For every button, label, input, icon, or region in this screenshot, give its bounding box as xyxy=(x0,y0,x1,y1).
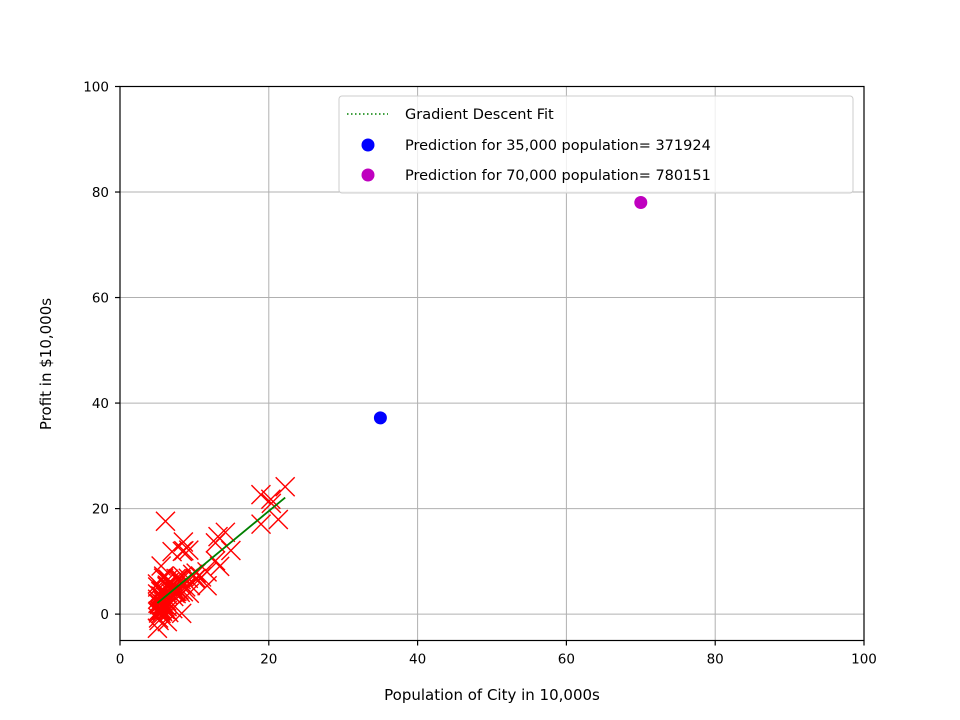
training-point xyxy=(152,594,173,615)
training-point xyxy=(151,603,172,624)
legend-pred70-swatch xyxy=(361,168,375,182)
x-tick-label: 20 xyxy=(260,652,277,668)
y-tick-label: 80 xyxy=(92,185,109,201)
training-point xyxy=(158,575,179,596)
y-axis-label: Profit in $10,000s xyxy=(37,298,55,430)
training-point xyxy=(205,550,226,571)
x-tick-label: 40 xyxy=(409,652,426,668)
training-point xyxy=(261,493,282,514)
training-point xyxy=(209,556,230,577)
training-point xyxy=(250,484,271,505)
training-points-layer xyxy=(147,476,296,639)
fit-line-layer xyxy=(156,496,286,604)
legend: Gradient Descent Fit Prediction for 35,0… xyxy=(338,95,854,194)
x-axis-ticks: 0 20 40 60 80 100 xyxy=(116,640,877,668)
plot-frame xyxy=(119,85,865,642)
y-tick-label: 60 xyxy=(92,291,109,307)
training-point xyxy=(178,540,199,561)
prediction-point xyxy=(634,195,648,209)
x-tick-label: 60 xyxy=(558,652,575,668)
training-point xyxy=(166,581,187,602)
training-point xyxy=(171,603,192,624)
x-tick-label: 0 xyxy=(116,652,125,668)
fit-line xyxy=(156,496,286,604)
training-point xyxy=(150,600,171,621)
prediction-point xyxy=(373,411,387,425)
y-tick-label: 20 xyxy=(92,502,109,518)
y-tick-label: 40 xyxy=(92,396,109,412)
prediction-points-layer xyxy=(373,195,648,425)
y-tick-label: 0 xyxy=(100,607,109,623)
legend-box xyxy=(338,95,854,194)
legend-fit-label: Gradient Descent Fit xyxy=(405,107,554,123)
y-axis-ticks: 0 20 40 60 80 100 xyxy=(83,80,120,623)
x-tick-label: 80 xyxy=(707,652,724,668)
training-point xyxy=(153,566,174,587)
training-point xyxy=(260,489,281,510)
training-point xyxy=(173,540,194,561)
x-axis-label: Population of City in 10,000s xyxy=(384,686,600,704)
x-tick-label: 100 xyxy=(851,652,877,668)
training-point xyxy=(251,514,272,535)
training-point xyxy=(149,593,170,614)
legend-pred35-label: Prediction for 35,000 population= 371924 xyxy=(405,138,711,154)
training-point xyxy=(147,618,168,639)
training-point xyxy=(173,581,194,602)
legend-pred70-label: Prediction for 70,000 population= 780151 xyxy=(405,168,711,184)
training-point xyxy=(268,509,289,530)
legend-pred35-swatch xyxy=(361,138,375,152)
training-point xyxy=(275,476,296,497)
training-point xyxy=(197,575,218,596)
y-tick-label: 100 xyxy=(83,80,109,96)
training-point xyxy=(155,511,176,532)
training-point xyxy=(208,526,229,547)
training-point xyxy=(220,540,241,561)
